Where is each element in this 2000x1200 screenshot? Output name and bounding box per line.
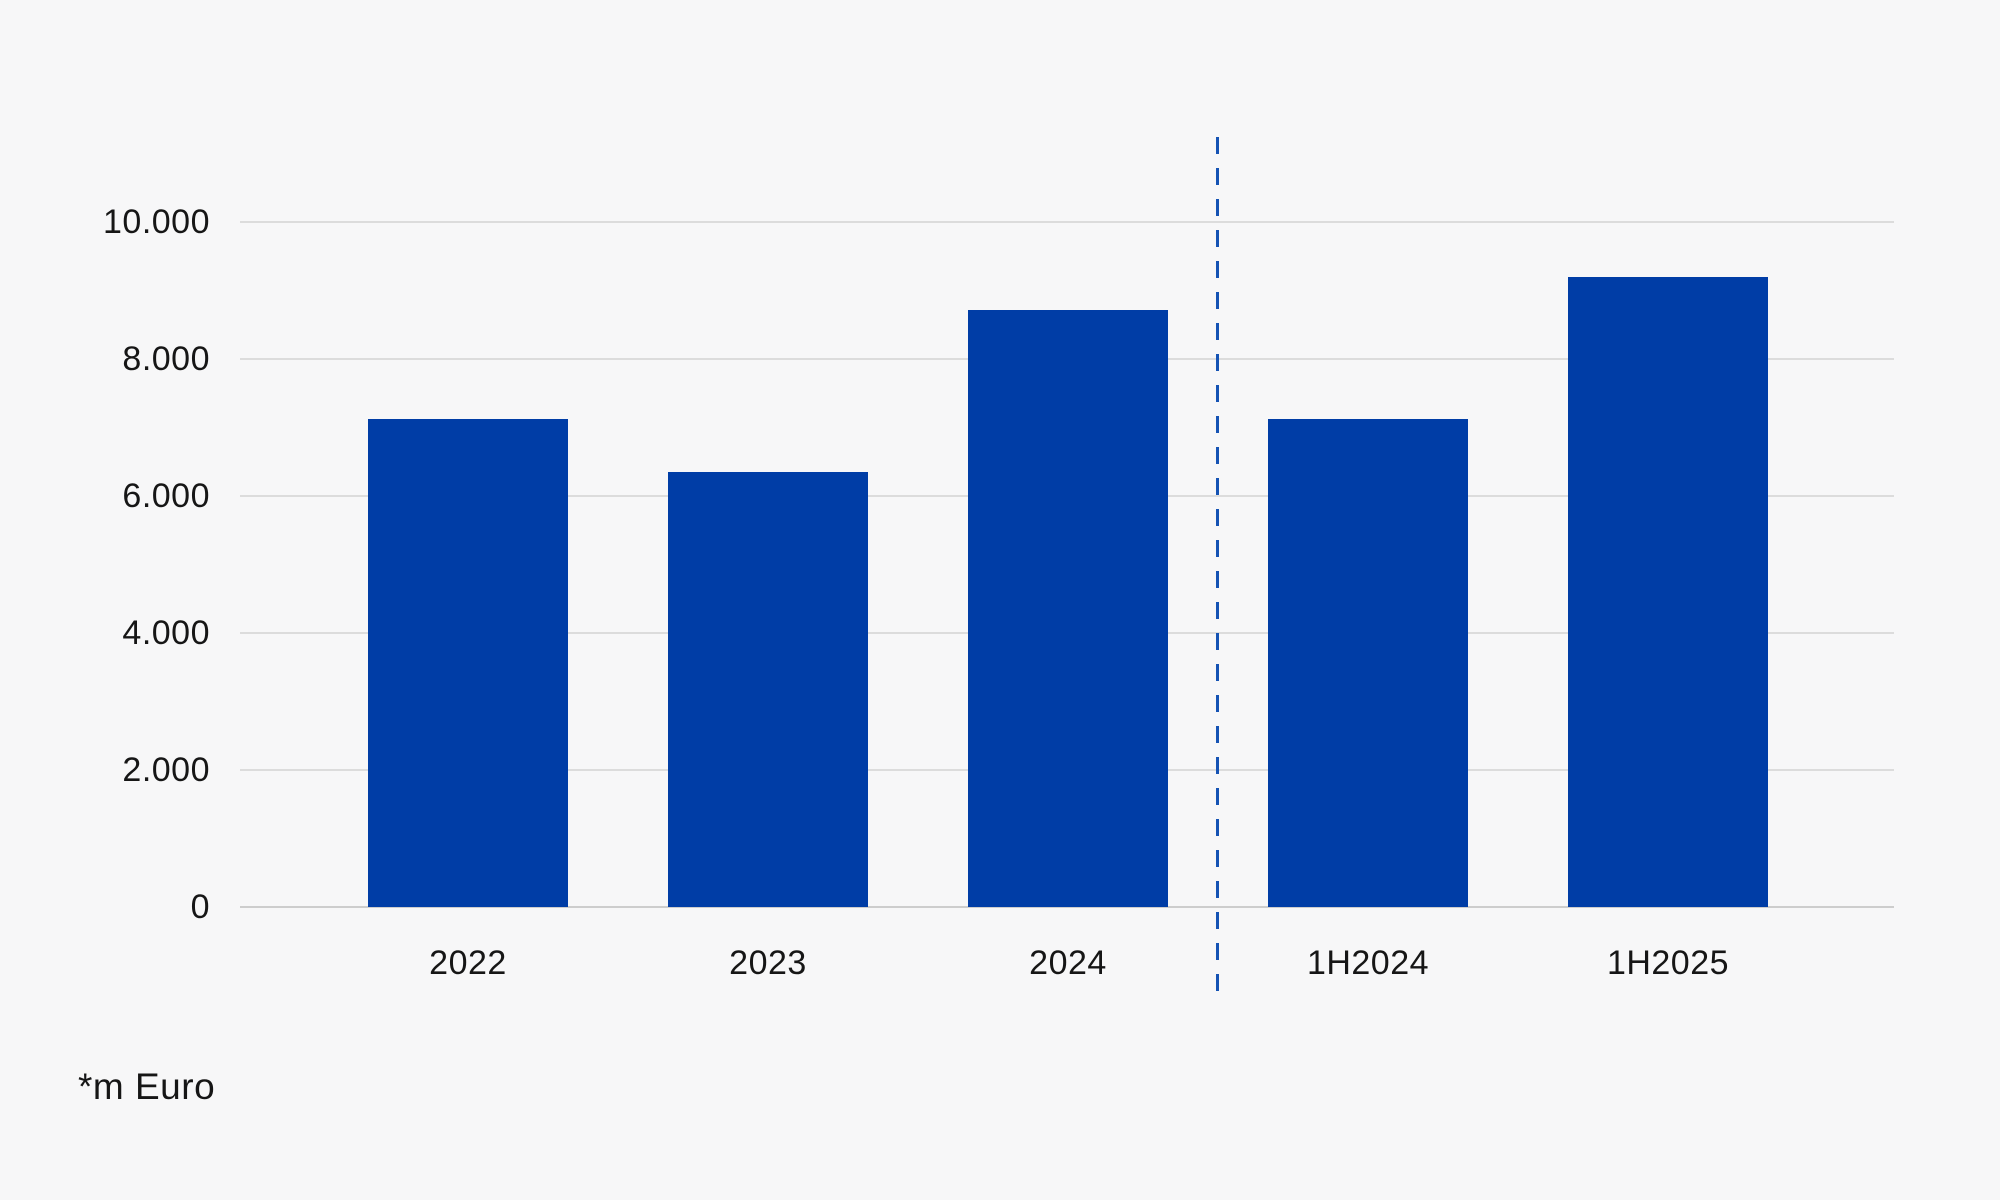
y-tick-label: 4.000 [122,614,210,652]
x-axis-label-1H2024: 1H2024 [1306,944,1430,982]
y-tick-label: 10.000 [103,203,210,241]
bar-2022 [368,419,568,907]
y-tick-label: 0 [190,888,210,926]
bar-2023 [668,472,868,907]
unit-footnote: *m Euro [78,1066,216,1107]
bar-1H2024 [1268,419,1468,907]
y-tick-label: 6.000 [122,477,210,515]
x-axis-baseline [240,906,1894,908]
y-tick-label: 2.000 [122,751,210,789]
x-axis-label-1H2025: 1H2025 [1606,944,1730,982]
gridline [240,221,1894,223]
x-axis-label-2023: 2023 [729,944,807,982]
bar-1H2025 [1568,277,1768,907]
x-axis-label-2024: 2024 [1029,944,1107,982]
x-axis-label-2022: 2022 [429,944,507,982]
period-separator-dashed-line [1216,137,1219,998]
bar-2024 [968,309,1168,907]
y-tick-label: 8.000 [122,340,210,378]
